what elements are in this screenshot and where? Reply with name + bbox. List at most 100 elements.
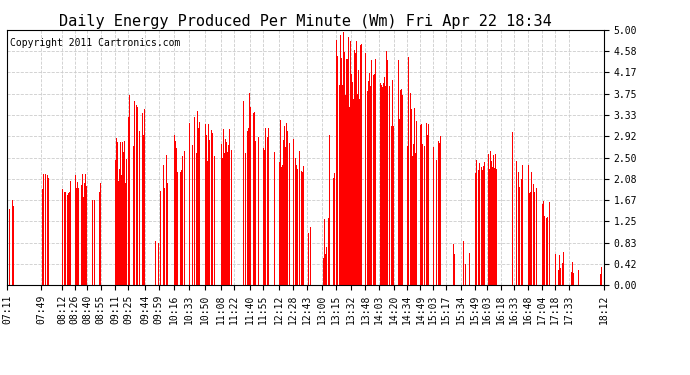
Bar [454, 254, 455, 285]
Bar [563, 252, 564, 285]
Bar [350, 41, 351, 285]
Bar [117, 142, 118, 285]
Bar [352, 81, 353, 285]
Bar [228, 146, 229, 285]
Bar [197, 111, 198, 285]
Bar [522, 165, 524, 285]
Bar [346, 59, 347, 285]
Bar [129, 95, 130, 285]
Bar [476, 160, 477, 285]
Bar [293, 139, 294, 285]
Bar [214, 156, 215, 285]
Bar [534, 192, 535, 285]
Bar [310, 227, 311, 285]
Bar [286, 123, 287, 285]
Bar [402, 95, 403, 285]
Bar [344, 95, 346, 285]
Bar [343, 32, 344, 285]
Bar [482, 170, 483, 285]
Bar [600, 274, 601, 285]
Bar [382, 58, 384, 285]
Bar [531, 171, 533, 285]
Bar [227, 152, 228, 285]
Bar [308, 233, 309, 285]
Bar [572, 262, 573, 285]
Bar [333, 178, 334, 285]
Bar [258, 137, 259, 285]
Bar [7, 203, 8, 285]
Bar [560, 268, 561, 285]
Bar [62, 189, 63, 285]
Bar [268, 128, 269, 285]
Bar [119, 169, 120, 285]
Bar [479, 163, 480, 285]
Bar [285, 147, 286, 285]
Bar [533, 184, 534, 285]
Bar [573, 273, 574, 285]
Bar [126, 159, 127, 285]
Bar [86, 186, 87, 285]
Bar [264, 150, 265, 285]
Bar [493, 161, 495, 285]
Bar [81, 185, 82, 285]
Bar [189, 123, 190, 285]
Bar [249, 93, 250, 285]
Bar [194, 117, 195, 285]
Bar [302, 172, 303, 285]
Bar [358, 69, 359, 285]
Bar [361, 44, 362, 285]
Bar [212, 133, 213, 285]
Bar [176, 148, 177, 285]
Bar [369, 72, 370, 285]
Bar [78, 188, 79, 285]
Title: Daily Energy Produced Per Minute (Wm) Fri Apr 22 18:34: Daily Energy Produced Per Minute (Wm) Fr… [59, 14, 552, 29]
Bar [167, 183, 168, 285]
Bar [124, 141, 125, 285]
Bar [288, 143, 290, 285]
Bar [436, 159, 437, 285]
Bar [164, 188, 165, 285]
Bar [253, 113, 255, 285]
Bar [558, 270, 559, 285]
Bar [63, 192, 65, 285]
Bar [469, 254, 470, 285]
Bar [224, 157, 226, 285]
Bar [351, 74, 352, 285]
Bar [120, 142, 121, 285]
Bar [348, 38, 349, 285]
Bar [559, 255, 560, 285]
Bar [69, 192, 70, 285]
Bar [334, 173, 335, 285]
Bar [495, 154, 496, 285]
Bar [433, 147, 434, 285]
Bar [370, 86, 371, 285]
Bar [158, 243, 159, 285]
Bar [299, 152, 300, 285]
Bar [578, 270, 580, 285]
Bar [340, 36, 341, 285]
Bar [160, 190, 161, 285]
Bar [490, 151, 491, 285]
Bar [181, 170, 182, 285]
Bar [375, 59, 376, 285]
Bar [142, 113, 144, 285]
Bar [166, 155, 167, 285]
Bar [99, 192, 100, 285]
Bar [464, 264, 466, 285]
Bar [411, 109, 413, 285]
Bar [410, 93, 411, 285]
Bar [521, 179, 522, 285]
Bar [68, 193, 69, 285]
Bar [206, 135, 208, 285]
Bar [368, 81, 369, 285]
Bar [296, 165, 297, 285]
Bar [43, 174, 44, 285]
Bar [401, 99, 402, 285]
Bar [359, 99, 360, 285]
Bar [133, 146, 135, 285]
Bar [274, 152, 275, 285]
Bar [516, 161, 517, 285]
Bar [547, 217, 548, 285]
Bar [337, 56, 338, 285]
Bar [491, 161, 492, 285]
